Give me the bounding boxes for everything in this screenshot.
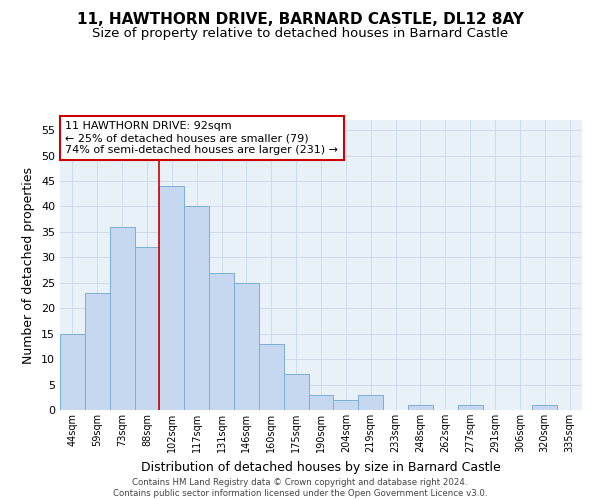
Bar	[184, 206, 209, 410]
Bar	[60, 334, 85, 410]
Bar	[358, 394, 383, 410]
Bar	[259, 344, 284, 410]
Y-axis label: Number of detached properties: Number of detached properties	[22, 166, 35, 364]
Bar	[110, 227, 134, 410]
Bar	[209, 272, 234, 410]
Text: Contains HM Land Registry data © Crown copyright and database right 2024.
Contai: Contains HM Land Registry data © Crown c…	[113, 478, 487, 498]
Text: 11 HAWTHORN DRIVE: 92sqm
← 25% of detached houses are smaller (79)
74% of semi-d: 11 HAWTHORN DRIVE: 92sqm ← 25% of detach…	[65, 122, 338, 154]
Bar	[160, 186, 184, 410]
Bar	[134, 247, 160, 410]
X-axis label: Distribution of detached houses by size in Barnard Castle: Distribution of detached houses by size …	[141, 460, 501, 473]
Bar	[234, 283, 259, 410]
Bar	[85, 293, 110, 410]
Bar	[284, 374, 308, 410]
Text: 11, HAWTHORN DRIVE, BARNARD CASTLE, DL12 8AY: 11, HAWTHORN DRIVE, BARNARD CASTLE, DL12…	[77, 12, 523, 28]
Bar	[408, 405, 433, 410]
Bar	[458, 405, 482, 410]
Bar	[334, 400, 358, 410]
Text: Size of property relative to detached houses in Barnard Castle: Size of property relative to detached ho…	[92, 28, 508, 40]
Bar	[532, 405, 557, 410]
Bar	[308, 394, 334, 410]
